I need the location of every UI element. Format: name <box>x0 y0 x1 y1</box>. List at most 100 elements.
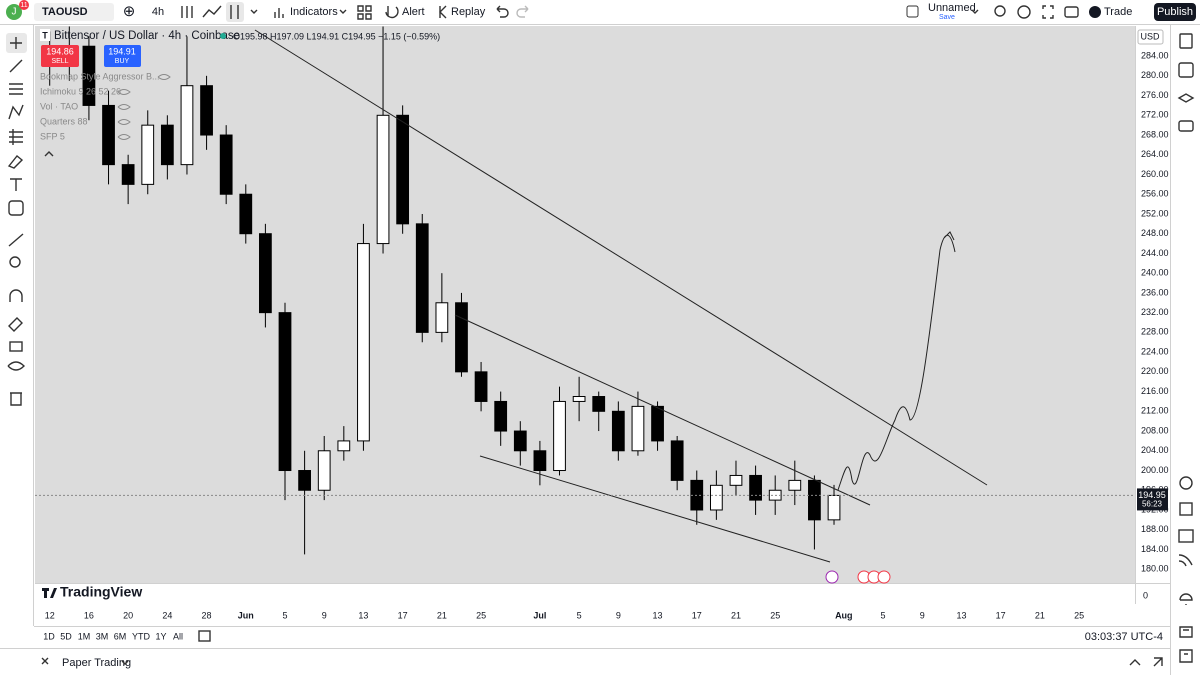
eye-icon[interactable] <box>157 74 171 80</box>
candle-body <box>513 430 527 452</box>
undo[interactable] <box>496 5 509 18</box>
x-tick-label: 24 <box>162 610 172 620</box>
buy-button[interactable] <box>104 45 141 67</box>
snapshot-icon[interactable] <box>1064 6 1079 18</box>
date-range-icon[interactable] <box>198 630 211 642</box>
ruler-tool[interactable] <box>8 233 24 247</box>
alerts-icon[interactable] <box>1178 62 1194 78</box>
series-title: Bittensor / US Dollar · 4h · Coinbase <box>54 30 240 42</box>
alert-icon <box>385 6 399 19</box>
y-tick-label: 260.00 <box>1141 169 1169 179</box>
y-tick-label: 244.00 <box>1141 248 1169 258</box>
y-tick-label: 212.00 <box>1141 406 1169 416</box>
add-symbol[interactable]: ⊕ <box>123 3 136 20</box>
help-icon[interactable] <box>1179 649 1193 663</box>
projection-tool[interactable] <box>9 129 23 145</box>
chevron[interactable] <box>250 9 258 14</box>
indicators-button[interactable]: Indicators <box>290 6 338 18</box>
redo[interactable] <box>516 5 529 18</box>
range-button[interactable]: 1D <box>43 631 55 641</box>
candle-body <box>670 440 684 481</box>
search-icon[interactable] <box>994 5 1006 17</box>
y-tick-label: 232.00 <box>1141 307 1169 317</box>
indicator-name: Vol · TAO <box>40 101 78 111</box>
channel-upper[interactable] <box>454 314 871 506</box>
fullscreen-icon[interactable] <box>1042 5 1054 19</box>
candle-body <box>415 223 429 333</box>
badge-count: 11 <box>20 2 27 9</box>
left-toolbar <box>0 25 33 650</box>
range-button[interactable]: 3M <box>96 631 109 641</box>
stream-icon[interactable] <box>1178 554 1193 567</box>
magnet-tool[interactable] <box>9 289 23 302</box>
panel-title[interactable]: Paper Trading <box>62 657 131 669</box>
sell-button[interactable] <box>41 45 79 67</box>
collapse-legend[interactable] <box>44 151 54 157</box>
visibility-tool[interactable] <box>7 361 25 371</box>
pattern-tool[interactable] <box>8 104 24 120</box>
alert-button[interactable]: Alert <box>402 6 425 18</box>
avatar[interactable] <box>6 4 22 20</box>
delete-tool[interactable] <box>10 392 22 406</box>
settings-icon[interactable] <box>1017 5 1031 19</box>
indicator-legend: Bookmap Style Aggressor B... Ichimoku 9 2… <box>40 71 171 141</box>
candle-body <box>298 470 311 491</box>
range-button[interactable]: 1M <box>78 631 91 641</box>
channel-lower[interactable] <box>479 455 831 563</box>
eye-icon[interactable] <box>117 104 131 110</box>
panel-maximize[interactable] <box>1153 657 1163 667</box>
chevron[interactable] <box>121 660 129 665</box>
scale-label: 0 <box>1143 590 1148 600</box>
layouts-icon[interactable] <box>357 5 372 20</box>
panel-expand[interactable] <box>1129 659 1141 666</box>
trend-line[interactable] <box>254 29 988 486</box>
currency: USD <box>1140 31 1160 41</box>
replay-button[interactable]: Replay <box>451 6 486 18</box>
layers-icon[interactable] <box>1177 93 1195 103</box>
target-icon[interactable] <box>1179 476 1193 490</box>
fib-tool[interactable] <box>9 83 23 95</box>
text-tool[interactable] <box>10 178 22 191</box>
range-button[interactable]: 5D <box>60 631 72 641</box>
event-icon[interactable] <box>825 570 839 584</box>
range-button[interactable]: 1Y <box>155 631 166 641</box>
trend-line-tool[interactable] <box>9 59 23 73</box>
chevron[interactable] <box>339 9 347 14</box>
currency-box[interactable] <box>1137 29 1164 45</box>
projection-path[interactable] <box>837 231 956 491</box>
drawing-mode-tool[interactable] <box>8 317 23 332</box>
drawings <box>254 29 988 563</box>
chevron[interactable] <box>971 9 979 14</box>
trade-button[interactable]: Trade <box>1104 6 1132 18</box>
x-tick-label: 28 <box>202 610 212 620</box>
chat-icon[interactable] <box>1178 120 1194 132</box>
candles-button[interactable] <box>226 2 244 22</box>
icon-tool[interactable] <box>8 200 24 216</box>
grid-icon[interactable] <box>1179 502 1193 516</box>
range-button[interactable]: YTD <box>132 631 151 641</box>
eye-icon[interactable] <box>117 89 131 95</box>
brush-tool[interactable] <box>7 155 24 169</box>
calendar-icon[interactable] <box>1178 529 1194 543</box>
interval[interactable]: 4h <box>152 6 164 18</box>
symbol-search[interactable] <box>34 3 114 21</box>
watermark: TradingView <box>60 584 142 600</box>
line-icon[interactable] <box>202 5 222 18</box>
notify-icon[interactable] <box>1179 593 1193 605</box>
event-icon[interactable] <box>877 570 891 584</box>
x-tick-label: 13 <box>653 610 663 620</box>
bars-icon[interactable] <box>181 6 193 18</box>
range-button[interactable]: All <box>173 631 183 641</box>
eye-icon[interactable] <box>117 134 131 140</box>
watchlist-icon[interactable] <box>1179 33 1193 49</box>
eye-icon[interactable] <box>117 119 131 125</box>
lock-tool[interactable] <box>9 341 23 352</box>
zoom-tool[interactable] <box>9 256 21 268</box>
indicator-name: Quarters 88 <box>40 116 88 126</box>
ohlc: O195.98 H197.09 L194.91 C194.95 −1.15 (−… <box>233 31 440 41</box>
publish-button[interactable] <box>1154 3 1196 21</box>
range-button[interactable]: 6M <box>114 631 127 641</box>
checkbox[interactable] <box>906 5 919 18</box>
layout-name[interactable]: Unnamed <box>928 2 976 14</box>
ideas-icon[interactable] <box>1179 626 1193 638</box>
